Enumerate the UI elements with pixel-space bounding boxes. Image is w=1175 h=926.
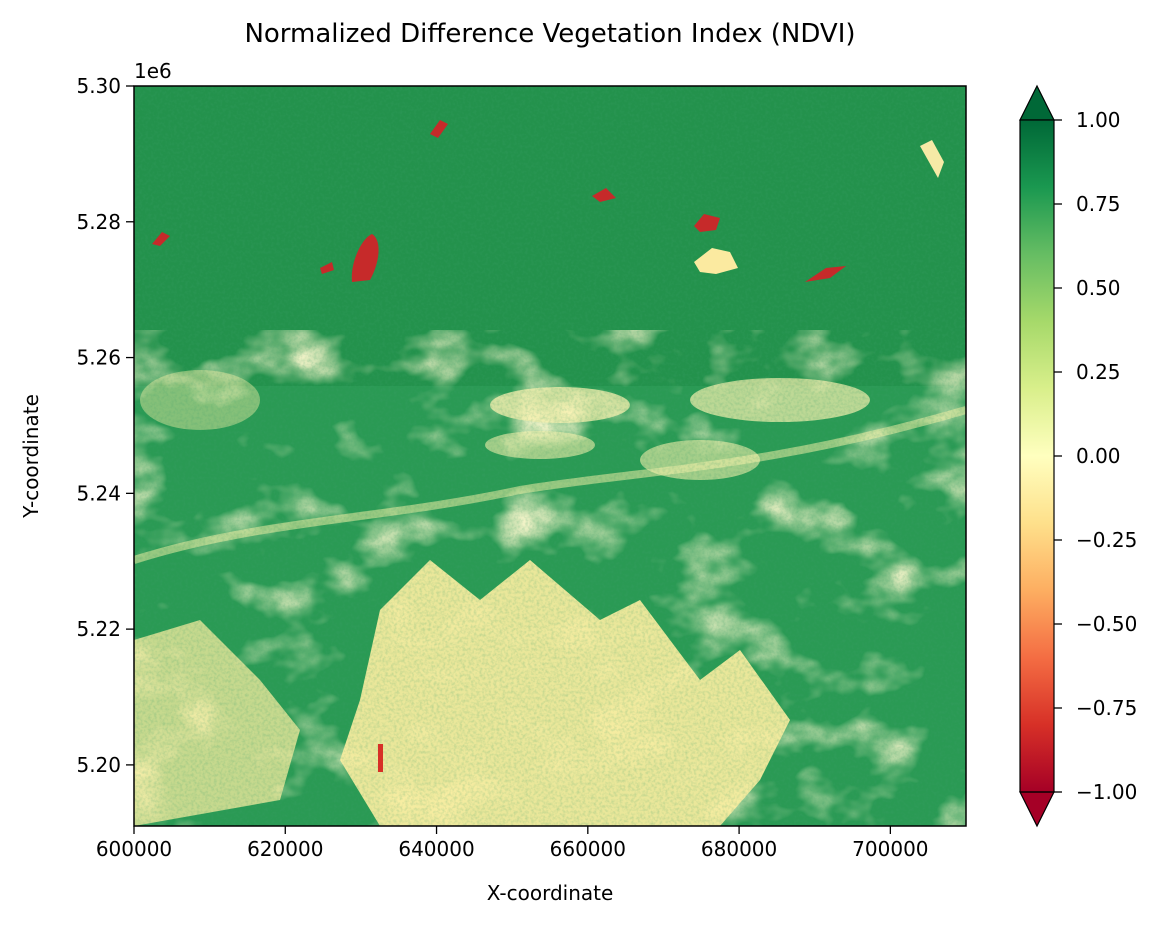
colorbar-extend-under bbox=[1019, 791, 1055, 828]
y-tick-label: 5.26 bbox=[76, 346, 121, 370]
colorbar-tick-label: 0.00 bbox=[1076, 444, 1121, 468]
x-tick-label: 680000 bbox=[701, 837, 777, 861]
raster-water-lake-5 bbox=[430, 120, 448, 138]
x-tick-label: 660000 bbox=[550, 837, 626, 861]
raster-water-lake-3 bbox=[805, 266, 846, 282]
raster-water-lake-4 bbox=[592, 188, 616, 202]
raster-bare-patch-1 bbox=[694, 248, 738, 274]
colorbar-tick-label: 1.00 bbox=[1076, 108, 1121, 132]
x-tick-label: 600000 bbox=[96, 837, 172, 861]
colorbar-tick-label: 0.25 bbox=[1076, 360, 1121, 384]
colorbar-tick-label: −0.25 bbox=[1076, 528, 1137, 552]
raster-water-lake-7 bbox=[320, 262, 334, 274]
raster-bare-patch-2 bbox=[920, 140, 944, 178]
colorbar-tick-label: −0.75 bbox=[1076, 696, 1137, 720]
x-tick-label: 640000 bbox=[398, 837, 474, 861]
x-tick-label: 700000 bbox=[852, 837, 928, 861]
y-tick-label: 5.24 bbox=[76, 481, 121, 505]
y-axis-label: Y-coordinate bbox=[19, 394, 43, 519]
x-axis-label: X-coordinate bbox=[487, 881, 614, 905]
ndvi-raster bbox=[134, 86, 966, 826]
raster-water-lake-2 bbox=[694, 214, 720, 232]
x-axis: 600000 620000 640000 660000 680000 700000 bbox=[96, 826, 929, 861]
raster-water-lake-8 bbox=[378, 744, 383, 772]
colorbar-tick-label: 0.75 bbox=[1076, 192, 1121, 216]
y-tick-label: 5.30 bbox=[76, 74, 121, 98]
y-tick-label: 5.20 bbox=[76, 753, 121, 777]
colorbar-tick-label: 0.50 bbox=[1076, 276, 1121, 300]
y-axis: 5.20 5.22 5.24 5.26 5.28 5.30 bbox=[76, 74, 134, 777]
chart-title: Normalized Difference Vegetation Index (… bbox=[244, 19, 855, 49]
colorbar-tick-label: −0.50 bbox=[1076, 612, 1137, 636]
y-tick-label: 5.28 bbox=[76, 210, 121, 234]
y-tick-label: 5.22 bbox=[76, 617, 121, 641]
x-tick-label: 620000 bbox=[247, 837, 323, 861]
colorbar-ticks: −1.00 −0.75 −0.50 −0.25 0.00 0.25 0.50 0.75 1.00 bbox=[1054, 108, 1137, 804]
colorbar-gradient bbox=[1020, 120, 1054, 792]
y-axis-offset-label: 1e6 bbox=[134, 59, 172, 83]
colorbar-extend-over bbox=[1019, 84, 1055, 121]
colorbar-tick-label: −1.00 bbox=[1076, 780, 1137, 804]
colorbar: −1.00 −0.75 −0.50 −0.25 0.00 0.25 0.50 0.75 1.00 bbox=[1019, 84, 1137, 828]
raster-water-lake-1 bbox=[351, 234, 379, 282]
raster-water-lake-6 bbox=[152, 232, 170, 246]
plot-frame bbox=[133, 85, 967, 827]
raster-grain bbox=[134, 86, 966, 826]
